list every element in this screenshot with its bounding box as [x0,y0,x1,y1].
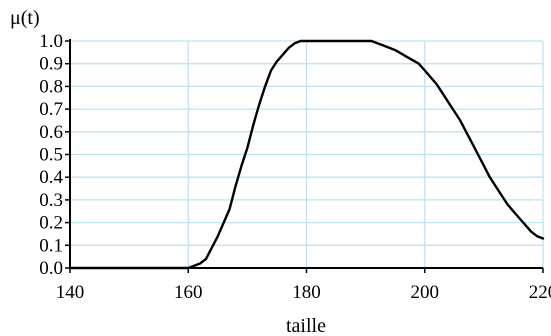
ticks: 0.00.10.20.30.40.50.60.70.80.91.0 140 160 1… [39,31,551,303]
x-tick-label: 140 [56,282,85,303]
y-tick-label: 1.0 [39,31,63,52]
x-tick-label: 180 [292,282,321,303]
x-tick-label: 160 [174,282,203,303]
y-tick-label: 0.9 [39,54,63,75]
y-tick-label: 0.6 [39,122,63,143]
grid [70,40,544,268]
y-tick-label: 0.8 [39,76,63,97]
x-tick-label: 220 [529,282,551,303]
y-tick-label: 0.1 [39,235,63,256]
series-group [68,39,545,270]
y-tick-label: 0.0 [39,258,63,279]
y-tick-label: 0.4 [39,167,63,188]
x-tick-label: 200 [411,282,440,303]
y-tick-label: 0.5 [39,145,63,166]
y-axis-title: μ(t) [10,7,40,29]
series-line-0 [68,39,545,270]
x-axis-title: taille [286,315,326,336]
y-tick-label: 0.3 [39,190,63,211]
y-tick-label: 0.2 [39,213,63,234]
y-tick-label: 0.7 [39,99,63,120]
